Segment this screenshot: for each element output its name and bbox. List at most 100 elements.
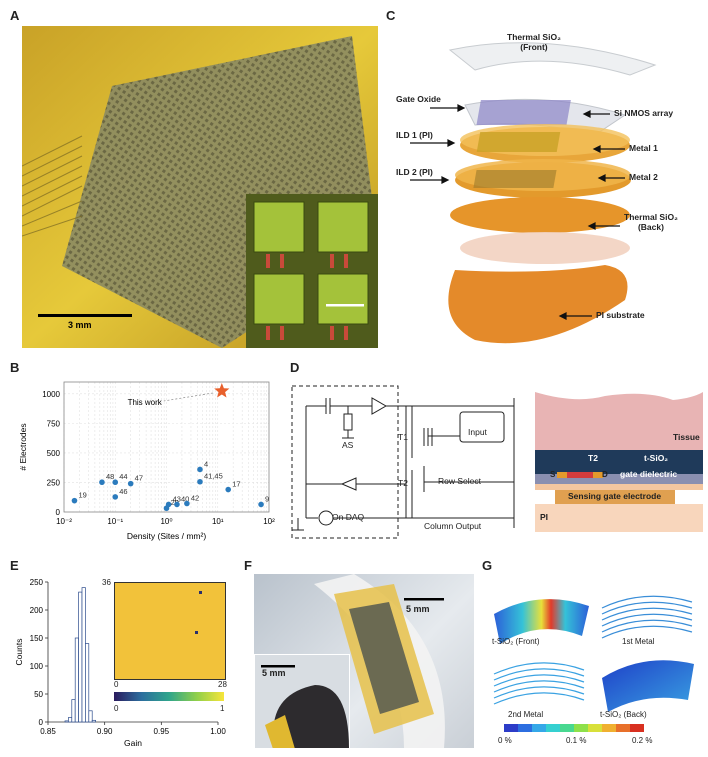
histogram-bar [91,719,96,723]
y-tick-label: 0 [39,718,44,727]
inset-scale-bar [326,304,364,307]
label-column-output: Column Output [424,521,482,531]
label-sensing-gate: Sensing gate electrode [568,491,662,501]
x-tick-label: 1.00 [210,727,226,736]
data-point-label: 43 [173,494,181,503]
scale-label-f: 5 mm [406,604,430,614]
plot-frame [63,381,270,513]
data-point-label: 41,45 [204,472,223,481]
y-tick-label: 1000 [42,390,60,399]
data-point [197,478,203,485]
label-t-sio2: t-SiO₂ [644,453,669,463]
panel-label-d: D [290,360,300,375]
colorbar-max: 1 [220,704,225,713]
heatmap-x-left: 0 [114,680,119,689]
label-drain: D [602,470,608,479]
scale-label-f-inset: 5 mm [262,668,286,678]
flexible-array-photo [254,574,474,748]
data-point [225,486,232,493]
inset-photo-f [254,654,350,748]
heatmap-dead-pixel [199,591,202,594]
label-as: AS [342,440,354,450]
y-tick-label: 500 [47,449,61,458]
heatmap-colorbar [114,692,224,701]
y-tick-label: 150 [30,634,44,643]
x-tick-label: 10¹ [212,517,224,526]
panel-label-f: F [244,558,252,573]
data-point-label: 29 [171,498,179,507]
data-point-label: 47 [135,474,143,483]
data-point-label: 46 [119,487,127,496]
x-tick-label: 0.90 [97,727,113,736]
x-axis-label: Gain [124,738,142,748]
data-point [112,494,119,500]
y-tick-label: 750 [47,419,61,428]
label-ild2: ILD 2 (PI) [396,167,433,177]
this-work-label: This work [128,398,163,407]
label-t1: T1 [398,432,408,442]
data-point-label: 42 [191,493,199,502]
label-pi: PI [540,512,549,522]
label-front-map: t-SiO₂ (Front) [492,637,540,646]
data-point [165,501,172,508]
strain-colorbar-min: 0 % [498,736,512,745]
y-tick-label: 50 [34,690,43,699]
histogram-bar [71,699,76,723]
label-thermal-back: Thermal SiO₂ (Back) [624,212,678,232]
y-axis-label: # Electrodes [18,423,28,470]
y-tick-label: 250 [47,478,61,487]
histogram-bar [74,637,79,723]
x-tick-label: 10⁻² [56,517,72,526]
data-point [197,466,203,473]
y-axis-label: Counts [14,639,24,666]
histogram-bar [85,643,90,723]
inset-micrograph [246,194,378,348]
data-point [99,479,105,486]
device-cross-section [535,392,703,532]
label-metal1-map: 1st Metal [622,637,655,646]
pixel-circuit-diagram [291,385,515,539]
strain-colorbar-mid: 0.1 % [566,736,587,745]
data-point-label: 9 [265,494,269,503]
scale-label-a: 3 mm [68,320,92,330]
label-ild1: ILD 1 (PI) [396,130,433,140]
array-photo: 3 mm [22,26,378,348]
label-metal2: Metal 2 [629,172,658,182]
heatmap-dead-pixel [195,631,198,634]
panel-label-g: G [482,558,493,573]
y-tick-label: 250 [30,578,44,587]
label-pi-substrate: PI substrate [596,310,645,320]
label-source: S [550,470,556,479]
label-metal2-map: 2nd Metal [508,710,544,719]
label-thermal-front: Thermal SiO₂ (Front) [507,32,561,52]
label-tissue: Tissue [673,432,700,442]
layer-stack-diagram [395,20,695,355]
data-point-label: 48 [106,472,114,481]
data-point-label: 4 [204,459,208,468]
label-input: Input [468,427,487,437]
histogram-bar [64,720,69,723]
histogram-bar [88,710,93,723]
label-t2: T2 [398,478,408,488]
x-tick-label: 10⁻¹ [107,517,123,526]
histogram-bar [81,587,86,723]
panel-label-b: B [10,360,20,375]
label-on-daq: On DAQ [332,512,365,522]
x-tick-label: 0.85 [40,727,56,736]
label-t2-cross: T2 [588,453,598,463]
this-work-leader [163,392,213,402]
strain-colorbar-max: 0.2 % [632,736,653,745]
strain-simulation-maps [493,595,694,732]
colorbar-min: 0 [114,704,119,713]
scale-bar-a [38,314,132,317]
data-point [71,497,78,504]
x-axis-label: Density (Sites / mm²) [127,531,207,541]
data-point [174,501,180,508]
y-tick-label: 100 [30,662,44,671]
label-row-select: Row Select [438,476,481,486]
x-tick-label: 10² [263,517,275,526]
label-metal1: Metal 1 [629,143,658,153]
scale-bar-f [404,598,444,601]
